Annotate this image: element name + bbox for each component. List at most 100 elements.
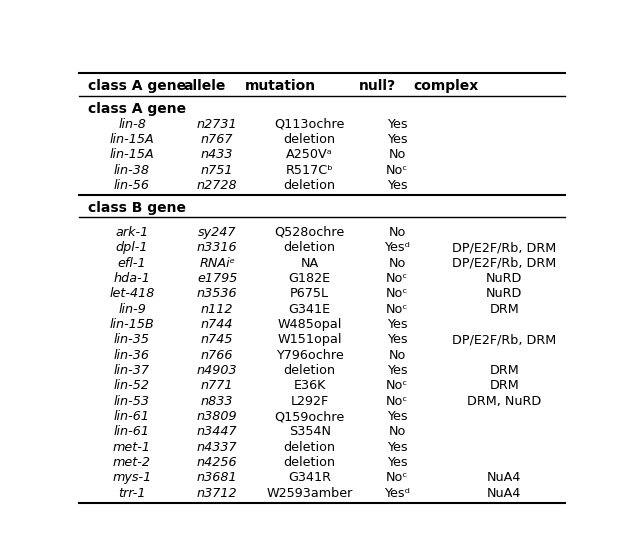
Text: mys-1: mys-1: [112, 472, 152, 485]
Text: DP/E2F/Rb, DRM: DP/E2F/Rb, DRM: [452, 256, 556, 269]
Text: dpl-1: dpl-1: [116, 241, 148, 254]
Text: R517Cᵇ: R517Cᵇ: [286, 164, 333, 177]
Text: null?: null?: [359, 80, 396, 93]
Text: n433: n433: [201, 149, 234, 162]
Text: n3712: n3712: [197, 487, 237, 500]
Text: Q528ochre: Q528ochre: [274, 226, 345, 239]
Text: L292F: L292F: [291, 395, 329, 408]
Text: n744: n744: [201, 318, 234, 331]
Text: W485opal: W485opal: [278, 318, 342, 331]
Text: Q159ochre: Q159ochre: [274, 410, 345, 423]
Text: lin-9: lin-9: [118, 302, 146, 315]
Text: E36K: E36K: [293, 379, 326, 392]
Text: n4903: n4903: [197, 364, 237, 377]
Text: NA: NA: [301, 256, 319, 269]
Text: n4256: n4256: [197, 456, 237, 469]
Text: DRM: DRM: [489, 302, 519, 315]
Text: Yes: Yes: [387, 456, 408, 469]
Text: ark-1: ark-1: [116, 226, 149, 239]
Text: No: No: [389, 226, 406, 239]
Text: No: No: [389, 349, 406, 362]
Text: Noᶜ: Noᶜ: [386, 164, 408, 177]
Text: n3536: n3536: [197, 287, 237, 300]
Text: n751: n751: [201, 164, 234, 177]
Text: W2593amber: W2593amber: [266, 487, 353, 500]
Text: lin-61: lin-61: [114, 425, 150, 438]
Text: A250Vᵃ: A250Vᵃ: [286, 149, 333, 162]
Text: lin-37: lin-37: [114, 364, 150, 377]
Text: No: No: [389, 425, 406, 438]
Text: lin-15B: lin-15B: [110, 318, 154, 331]
Text: let-418: let-418: [109, 287, 154, 300]
Text: deletion: deletion: [284, 133, 336, 146]
Text: lin-52: lin-52: [114, 379, 150, 392]
Text: Yesᵈ: Yesᵈ: [384, 487, 410, 500]
Text: G182E: G182E: [289, 272, 331, 285]
Text: trr-1: trr-1: [118, 487, 146, 500]
Text: No: No: [389, 149, 406, 162]
Text: G341R: G341R: [288, 472, 331, 485]
Text: Yes: Yes: [387, 441, 408, 454]
Text: class B gene: class B gene: [88, 201, 187, 215]
Text: allele: allele: [183, 80, 225, 93]
Text: lin-36: lin-36: [114, 349, 150, 362]
Text: DRM: DRM: [489, 364, 519, 377]
Text: W151opal: W151opal: [278, 333, 342, 346]
Text: NuRD: NuRD: [486, 287, 522, 300]
Text: Yes: Yes: [387, 410, 408, 423]
Text: hda-1: hda-1: [114, 272, 151, 285]
Text: lin-38: lin-38: [114, 164, 150, 177]
Text: Noᶜ: Noᶜ: [386, 272, 408, 285]
Text: complex: complex: [413, 80, 479, 93]
Text: n3316: n3316: [197, 241, 237, 254]
Text: P675L: P675L: [290, 287, 329, 300]
Text: deletion: deletion: [284, 179, 336, 192]
Text: Yes: Yes: [387, 179, 408, 192]
Text: e1795: e1795: [197, 272, 237, 285]
Text: Noᶜ: Noᶜ: [386, 287, 408, 300]
Text: Noᶜ: Noᶜ: [386, 379, 408, 392]
Text: Yes: Yes: [387, 118, 408, 131]
Text: n771: n771: [201, 379, 234, 392]
Text: lin-53: lin-53: [114, 395, 150, 408]
Text: class A gene: class A gene: [88, 80, 187, 93]
Text: lin-61: lin-61: [114, 410, 150, 423]
Text: n3447: n3447: [197, 425, 237, 438]
Text: No: No: [389, 256, 406, 269]
Text: RNAiᵉ: RNAiᵉ: [199, 256, 236, 269]
Text: Noᶜ: Noᶜ: [386, 302, 408, 315]
Text: NuA4: NuA4: [487, 487, 521, 500]
Text: n3809: n3809: [197, 410, 237, 423]
Text: Y796ochre: Y796ochre: [276, 349, 344, 362]
Text: lin-56: lin-56: [114, 179, 150, 192]
Text: sy247: sy247: [198, 226, 237, 239]
Text: G341E: G341E: [289, 302, 331, 315]
Text: n2731: n2731: [197, 118, 237, 131]
Text: n745: n745: [201, 333, 234, 346]
Text: Yes: Yes: [387, 364, 408, 377]
Text: mutation: mutation: [245, 80, 316, 93]
Text: met-1: met-1: [113, 441, 151, 454]
Text: n2728: n2728: [197, 179, 237, 192]
Text: deletion: deletion: [284, 441, 336, 454]
Text: met-2: met-2: [113, 456, 151, 469]
Text: DRM, NuRD: DRM, NuRD: [467, 395, 541, 408]
Text: DP/E2F/Rb, DRM: DP/E2F/Rb, DRM: [452, 241, 556, 254]
Text: S354N: S354N: [289, 425, 331, 438]
Text: class A gene: class A gene: [88, 102, 187, 115]
Text: lin-15A: lin-15A: [110, 133, 154, 146]
Text: n4337: n4337: [197, 441, 237, 454]
Text: n3681: n3681: [197, 472, 237, 485]
Text: Yes: Yes: [387, 133, 408, 146]
Text: deletion: deletion: [284, 241, 336, 254]
Text: NuA4: NuA4: [487, 472, 521, 485]
Text: Yes: Yes: [387, 333, 408, 346]
Text: Yes: Yes: [387, 318, 408, 331]
Text: DRM: DRM: [489, 379, 519, 392]
Text: deletion: deletion: [284, 456, 336, 469]
Text: Yesᵈ: Yesᵈ: [384, 241, 410, 254]
Text: lin-8: lin-8: [118, 118, 146, 131]
Text: NuRD: NuRD: [486, 272, 522, 285]
Text: n767: n767: [201, 133, 234, 146]
Text: deletion: deletion: [284, 364, 336, 377]
